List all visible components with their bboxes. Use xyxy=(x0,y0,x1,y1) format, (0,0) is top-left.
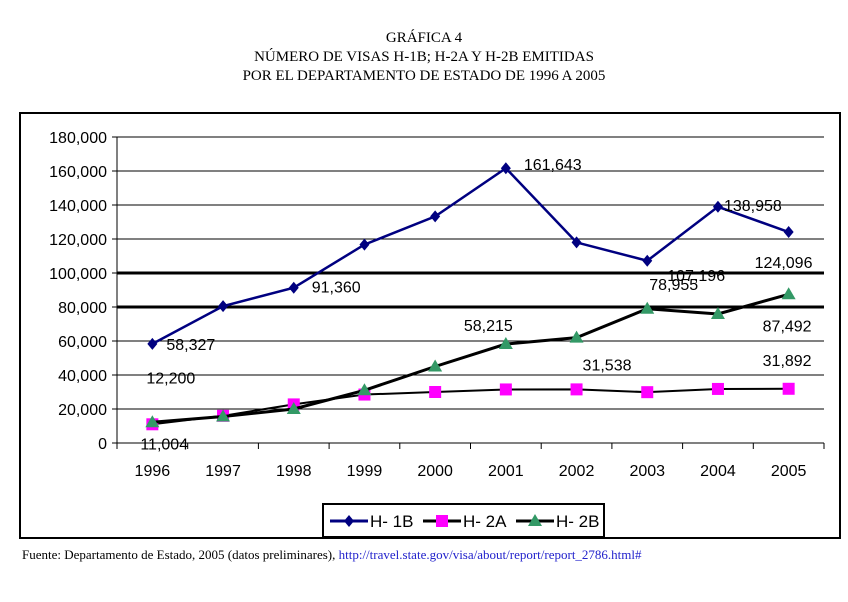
legend-box xyxy=(322,503,605,538)
legend: H- 1B H- 2A H- 2B xyxy=(322,503,605,538)
source-text: Fuente: Departamento de Estado, 2005 (da… xyxy=(22,547,339,562)
data-point xyxy=(782,382,795,395)
data-point xyxy=(642,254,653,267)
x-tick-label: 2005 xyxy=(771,463,807,480)
chart-frame xyxy=(19,112,841,539)
legend-label: H- 2A xyxy=(463,512,507,531)
data-point xyxy=(430,210,441,223)
y-tick-label: 140,000 xyxy=(49,198,107,215)
data-label: 58,215 xyxy=(464,318,513,335)
y-tick-label: 80,000 xyxy=(58,300,107,317)
series-line-h-2a xyxy=(152,387,789,426)
data-point xyxy=(711,382,724,395)
data-label: 138,958 xyxy=(724,198,782,215)
legend-marker-square xyxy=(436,515,448,527)
legend-marker-diamond xyxy=(344,515,354,527)
source-link[interactable]: http://travel.state.gov/visa/about/repor… xyxy=(338,547,642,562)
x-tick-label: 2001 xyxy=(488,463,524,480)
series-line-h-2b xyxy=(152,292,790,424)
data-label: 12,200 xyxy=(146,370,195,387)
source-note: Fuente: Departamento de Estado, 2005 (da… xyxy=(22,547,642,563)
data-point xyxy=(498,337,513,350)
y-tick-label: 20,000 xyxy=(58,402,107,419)
data-point xyxy=(783,226,794,239)
y-tick-label: 40,000 xyxy=(58,368,107,385)
data-point xyxy=(429,386,442,398)
x-tick-label: 1999 xyxy=(347,463,383,480)
data-point xyxy=(216,409,231,422)
data-point xyxy=(359,238,370,251)
x-tick-label: 2000 xyxy=(417,463,453,480)
data-point xyxy=(712,200,723,213)
x-tick-label: 2003 xyxy=(629,463,665,480)
data-point xyxy=(428,359,443,372)
legend-label: H- 1B xyxy=(370,512,413,531)
chart-title-line-3: POR EL DEPARTAMENTO DE ESTADO DE 1996 A … xyxy=(242,68,606,84)
data-label: 107,196 xyxy=(667,268,725,285)
data-point xyxy=(710,306,725,319)
data-point xyxy=(288,281,299,294)
data-point xyxy=(641,386,654,399)
data-point xyxy=(640,301,655,314)
data-label: 161,643 xyxy=(524,157,582,174)
data-point xyxy=(571,236,582,249)
data-point xyxy=(147,337,158,350)
x-tick-label: 1998 xyxy=(276,463,312,480)
data-point xyxy=(569,330,584,343)
data-point xyxy=(218,300,229,313)
data-label: 78,955 xyxy=(649,277,698,294)
data-label: 58,327 xyxy=(166,337,215,354)
data-label: 11,004 xyxy=(140,436,188,453)
y-tick-label: 0 xyxy=(98,436,107,453)
y-tick-label: 100,000 xyxy=(49,266,107,283)
y-tick-label: 120,000 xyxy=(49,232,107,249)
y-tick-label: 60,000 xyxy=(58,334,107,351)
legend-label: H- 2B xyxy=(556,512,599,531)
data-point xyxy=(781,287,796,300)
data-label: 91,360 xyxy=(312,280,361,297)
data-label: 31,538 xyxy=(583,357,632,374)
data-point xyxy=(500,162,511,175)
data-point xyxy=(286,402,301,414)
x-tick-label: 1997 xyxy=(205,463,241,480)
x-tick-label: 2004 xyxy=(700,463,736,480)
data-point xyxy=(570,383,583,396)
series-line-h-1b xyxy=(151,166,790,345)
data-label: 31,892 xyxy=(763,353,812,370)
data-label: 87,492 xyxy=(763,318,812,335)
data-label: 124,096 xyxy=(755,255,813,272)
y-tick-label: 160,000 xyxy=(49,164,107,181)
chart-title-line-1: GRÁFICA 4 xyxy=(385,30,463,46)
y-tick-label: 180,000 xyxy=(49,130,107,147)
x-tick-label: 2002 xyxy=(559,463,595,480)
legend-marker-triangle xyxy=(528,514,542,526)
data-point xyxy=(499,383,512,396)
data-point xyxy=(357,383,372,396)
chart-title-line-2: NÚMERO DE VISAS H-1B; H-2A Y H-2B EMITID… xyxy=(254,49,594,65)
data-point xyxy=(145,415,160,428)
x-tick-label: 1996 xyxy=(135,463,171,480)
